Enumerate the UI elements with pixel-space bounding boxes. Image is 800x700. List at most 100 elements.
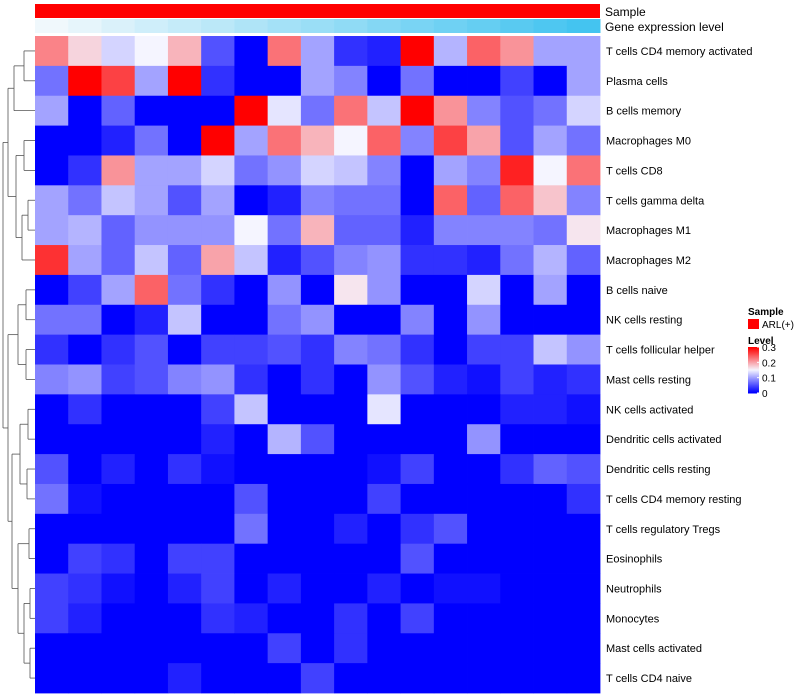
legend-gradient-step xyxy=(748,363,759,365)
heatmap-cell xyxy=(533,185,568,216)
heatmap-cell xyxy=(367,65,401,97)
legend-gradient-step xyxy=(748,361,759,364)
heatmap-cell xyxy=(334,454,368,485)
expression-annotation-cell xyxy=(500,19,535,33)
legend-gradient-step xyxy=(748,357,759,359)
heatmap-cell xyxy=(533,155,568,186)
heatmap-cell xyxy=(134,454,169,485)
row-label: Neutrophils xyxy=(606,583,662,595)
heatmap-cell xyxy=(167,394,202,425)
legend-gradient-step xyxy=(748,384,759,387)
heatmap-cell xyxy=(400,424,435,455)
heatmap-cell xyxy=(267,65,302,97)
expression-annotation-cell xyxy=(566,19,601,33)
expression-annotation-cell xyxy=(533,19,568,33)
row-dendrogram xyxy=(2,50,35,679)
heatmap-cell xyxy=(334,483,368,515)
heatmap-cell xyxy=(201,95,235,126)
heatmap-cell xyxy=(367,454,401,485)
heatmap-cell xyxy=(300,185,335,216)
heatmap-cell xyxy=(234,483,269,515)
row-label: Mast cells resting xyxy=(606,374,691,386)
heatmap-cell xyxy=(533,95,568,126)
heatmap-cell xyxy=(201,155,235,186)
heatmap-cell xyxy=(201,633,235,664)
heatmap-cell xyxy=(101,185,136,216)
heatmap-cell xyxy=(68,274,102,306)
heatmap-cell xyxy=(134,334,169,365)
heatmap-cell xyxy=(300,513,335,545)
heatmap-cell xyxy=(500,155,534,186)
heatmap-cell xyxy=(300,603,335,634)
heatmap-cell xyxy=(367,573,401,604)
heatmap-cell xyxy=(267,603,302,634)
heatmap-cell xyxy=(267,394,302,425)
heatmap-cell xyxy=(500,304,534,336)
heatmap-cell xyxy=(500,36,534,67)
expression-annotation-cell xyxy=(267,19,302,33)
heatmap-cell xyxy=(334,424,368,455)
legend-gradient-step xyxy=(748,353,759,356)
legend-gradient-step xyxy=(748,381,759,384)
heatmap-cell xyxy=(35,573,69,604)
heatmap-cell xyxy=(400,304,435,336)
heatmap-cell xyxy=(433,543,468,574)
heatmap-cell xyxy=(101,424,136,455)
heatmap-cell xyxy=(101,394,136,425)
heatmap-cell xyxy=(467,573,501,604)
heatmap-cell xyxy=(68,483,102,515)
expression-track-label: Gene expression level xyxy=(605,20,724,34)
heatmap-cell xyxy=(533,304,568,336)
heatmap-cell xyxy=(167,304,202,336)
heatmap-cell xyxy=(101,155,136,186)
heatmap-cell xyxy=(35,304,69,336)
heatmap-cell xyxy=(433,65,468,97)
heatmap-cell xyxy=(267,663,302,694)
heatmap-cell xyxy=(234,185,269,216)
heatmap-cell xyxy=(533,633,568,664)
legend-gradient-step xyxy=(748,367,759,370)
heatmap-cell xyxy=(566,274,601,306)
heatmap-cell xyxy=(134,424,169,455)
heatmap-cell xyxy=(134,603,169,634)
heatmap-cell xyxy=(134,394,169,425)
heatmap-cell xyxy=(533,245,568,276)
heatmap-cell xyxy=(234,65,269,97)
heatmap-cell xyxy=(267,573,302,604)
heatmap-cell xyxy=(433,364,468,395)
heatmap-cell xyxy=(400,274,435,306)
heatmap-cell xyxy=(566,573,601,604)
heatmap-cell xyxy=(400,543,435,574)
heatmap-cell xyxy=(334,334,368,365)
heatmap-cell xyxy=(234,215,269,246)
heatmap-cell xyxy=(500,394,534,425)
heatmap-cell xyxy=(167,364,202,395)
legend-gradient-step xyxy=(748,352,759,355)
heatmap-cell xyxy=(201,334,235,365)
heatmap-cell xyxy=(267,215,302,246)
heatmap-cells xyxy=(35,36,601,694)
heatmap-cell xyxy=(500,573,534,604)
heatmap-cell xyxy=(267,125,302,156)
row-label: NK cells resting xyxy=(606,315,682,327)
heatmap-cell xyxy=(234,603,269,634)
heatmap-cell xyxy=(334,394,368,425)
legend-gradient-step xyxy=(748,349,759,351)
row-label: T cells regulatory Tregs xyxy=(606,524,721,536)
heatmap-cell xyxy=(334,364,368,395)
heatmap-cell xyxy=(500,65,534,97)
heatmap-cell xyxy=(134,663,169,694)
heatmap-cell xyxy=(201,304,235,336)
heatmap-cell xyxy=(267,155,302,186)
heatmap-cell xyxy=(234,125,269,156)
heatmap-cell xyxy=(334,663,368,694)
heatmap-cell xyxy=(134,215,169,246)
heatmap-cell xyxy=(566,603,601,634)
row-label: B cells naive xyxy=(606,285,668,297)
heatmap-cell xyxy=(201,125,235,156)
heatmap-cell xyxy=(467,185,501,216)
heatmap-cell xyxy=(334,65,368,97)
heatmap-cell xyxy=(334,95,368,126)
heatmap-cell xyxy=(433,483,468,515)
heatmap-cell xyxy=(35,543,69,574)
